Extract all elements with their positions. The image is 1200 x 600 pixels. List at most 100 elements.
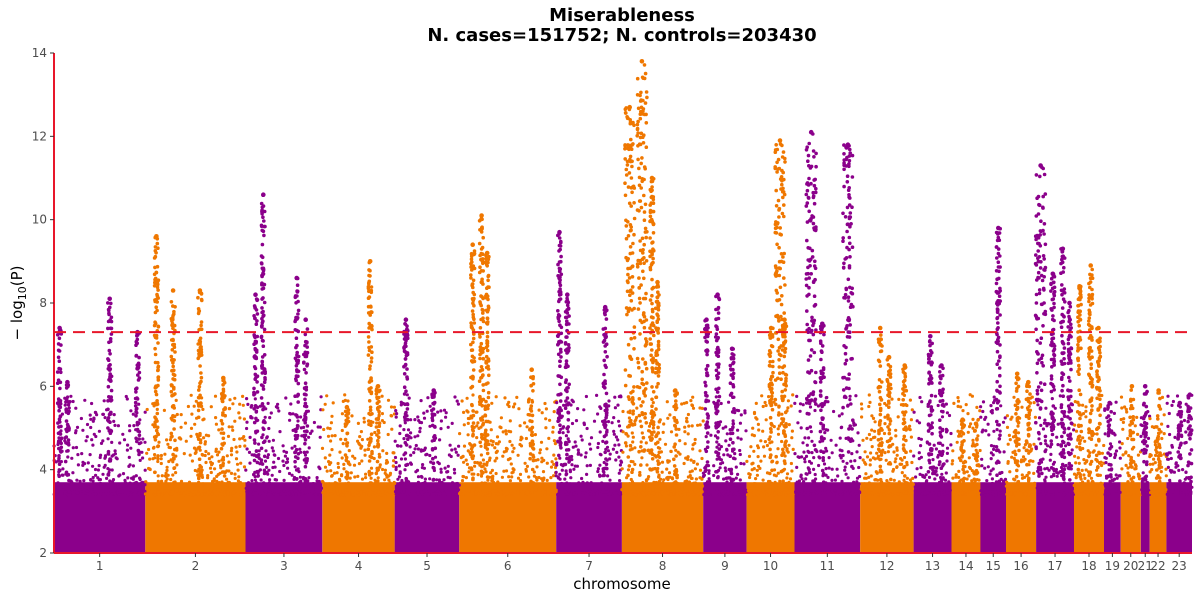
snp-point (848, 394, 852, 398)
snp-point (524, 436, 529, 441)
snp-point (433, 455, 438, 459)
peak-point-chr6 (529, 367, 534, 373)
snp-point (751, 426, 755, 430)
snp-point (284, 450, 289, 454)
snp-point (544, 407, 549, 411)
snp-point (470, 402, 474, 407)
snp-point (180, 482, 184, 486)
snp-point (428, 477, 432, 481)
snp-point (789, 461, 794, 466)
snp-point (703, 492, 707, 496)
snp-point (369, 439, 373, 443)
snp-point (239, 493, 243, 497)
snp-point (785, 472, 790, 476)
snp-point (152, 284, 157, 288)
snp-point (645, 463, 649, 467)
snp-point (703, 390, 708, 395)
snp-point (196, 483, 200, 487)
snp-point (641, 135, 645, 139)
snp-point (756, 464, 761, 468)
snp-point (259, 334, 264, 339)
snp-point (471, 312, 476, 317)
snp-point (624, 224, 629, 228)
snp-point (559, 415, 563, 420)
snp-point (193, 422, 197, 426)
snp-point (419, 421, 424, 425)
snp-point (773, 264, 778, 268)
snp-point (691, 447, 695, 451)
snp-point (518, 442, 522, 447)
snp-point (626, 473, 630, 478)
snp-point (657, 366, 662, 371)
snp-point (175, 412, 179, 417)
snp-point (635, 262, 640, 266)
snp-point (557, 430, 562, 435)
snp-point (471, 477, 475, 482)
snp-point (684, 456, 688, 460)
snp-point (286, 466, 290, 470)
peak-point-chr5 (431, 388, 437, 393)
snp-point (523, 421, 527, 425)
snp-point (405, 462, 410, 467)
snp-point (345, 441, 350, 445)
snp-point (649, 218, 653, 223)
snp-point (353, 492, 357, 497)
snp-point (425, 409, 429, 413)
snp-point (613, 395, 617, 399)
snp-point (413, 447, 417, 451)
snp-point (220, 427, 224, 431)
snp-point (476, 421, 480, 425)
snp-point (169, 300, 174, 304)
snp-point (255, 374, 260, 379)
snp-point (705, 431, 710, 435)
snp-point (729, 356, 734, 361)
peak-point-chr2 (154, 234, 159, 239)
snp-point (538, 448, 543, 452)
snp-point (674, 454, 678, 458)
snp-point (776, 349, 780, 353)
snp-point (656, 317, 661, 321)
snp-point (56, 355, 61, 360)
snp-point (100, 482, 104, 486)
snp-point (596, 467, 601, 471)
snp-point (529, 404, 534, 408)
snp-point (855, 450, 859, 454)
snp-point (732, 447, 736, 452)
snp-point (518, 479, 523, 483)
snp-point (589, 492, 594, 496)
snp-point (197, 476, 201, 481)
snp-point (64, 472, 68, 476)
snp-point (66, 438, 71, 442)
snp-point (471, 340, 475, 345)
snp-point (783, 156, 787, 161)
snp-point (566, 430, 570, 434)
snp-point (738, 478, 742, 482)
snp-point (627, 416, 632, 420)
snp-point (657, 450, 662, 455)
snp-point (489, 471, 493, 475)
snp-point (552, 453, 556, 457)
peak-point-chr1 (65, 379, 70, 385)
snp-point (99, 490, 103, 495)
snp-point (271, 465, 275, 470)
snp-point (128, 424, 132, 428)
snp-point (551, 425, 555, 429)
snp-point (369, 391, 374, 396)
snp-point (567, 439, 571, 444)
snp-point (103, 456, 107, 460)
snp-point (746, 489, 751, 493)
snp-point (507, 475, 511, 479)
snp-point (134, 353, 139, 358)
snp-point (57, 408, 61, 413)
snp-point (396, 489, 400, 493)
snp-point (578, 485, 582, 489)
snp-point (152, 333, 157, 338)
snp-point (678, 491, 682, 495)
snp-point (368, 274, 372, 278)
snp-point (342, 467, 346, 471)
snp-point (260, 371, 265, 375)
snp-point (416, 447, 420, 451)
snp-point (632, 385, 636, 389)
snp-point (674, 469, 679, 474)
snp-point (386, 398, 391, 402)
